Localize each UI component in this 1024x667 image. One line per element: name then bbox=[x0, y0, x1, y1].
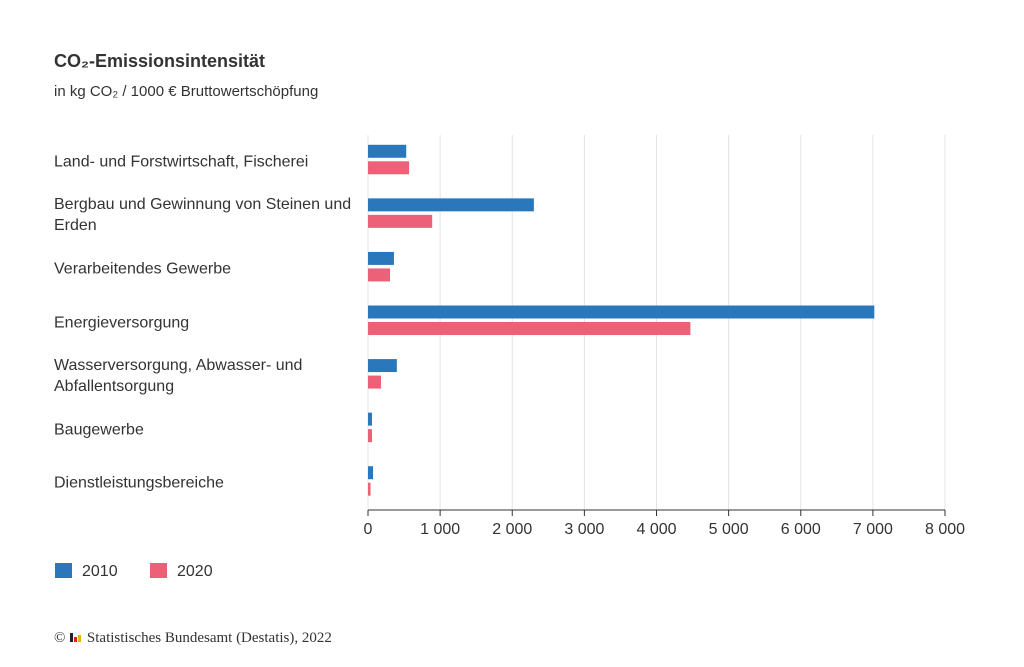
x-tick-label: 0 bbox=[364, 521, 373, 538]
chart-title: CO₂-Emissionsintensität bbox=[54, 51, 266, 71]
bar bbox=[368, 251, 394, 265]
category-label: Bergbau und Gewinnung von Steinen und Er… bbox=[54, 196, 352, 235]
bar bbox=[368, 466, 374, 480]
footer: © Statistisches Bundesamt (Destatis), 20… bbox=[54, 630, 332, 647]
logo-icon bbox=[70, 633, 82, 642]
chart-subtitle: in kg CO₂ / 1000 € Bruttowertschöpfung bbox=[54, 83, 319, 100]
bar bbox=[368, 429, 372, 443]
x-tick-label: 3 000 bbox=[564, 521, 604, 538]
x-tick-label: 5 000 bbox=[709, 521, 749, 538]
category-label: Baugewerbe bbox=[54, 421, 144, 439]
bar bbox=[368, 268, 390, 282]
x-tick-label: 4 000 bbox=[636, 521, 676, 538]
category-label: Energieversorgung bbox=[54, 314, 190, 331]
legend-label: 2020 bbox=[177, 563, 213, 580]
bar bbox=[368, 359, 397, 373]
source: Statistisches Bundesamt (Destatis), 2022 bbox=[86, 630, 332, 646]
x-tick-label: 2 000 bbox=[492, 521, 532, 538]
category-label: Land- und Forstwirtschaft, Fischerei bbox=[54, 153, 309, 171]
category-label: Verarbeitendes Gewerbe bbox=[54, 260, 231, 278]
x-tick-label: 7 000 bbox=[853, 521, 893, 538]
bar bbox=[368, 144, 407, 158]
x-tick-label: 6 000 bbox=[781, 521, 821, 538]
legend-swatch bbox=[55, 563, 72, 578]
bar bbox=[368, 482, 371, 496]
bar bbox=[368, 161, 410, 175]
bar bbox=[368, 412, 372, 426]
bar bbox=[368, 198, 534, 212]
bar bbox=[368, 214, 433, 228]
legend-swatch bbox=[150, 563, 167, 578]
copyright: © bbox=[54, 630, 66, 646]
bar bbox=[368, 322, 691, 335]
x-tick-label: 1 000 bbox=[420, 521, 460, 538]
bar bbox=[368, 305, 875, 319]
legend-label: 2010 bbox=[82, 563, 118, 580]
x-tick-label: 8 000 bbox=[925, 521, 965, 538]
bar bbox=[368, 375, 381, 389]
category-label: Wasserversorgung, Abwasser- und Abfallen… bbox=[54, 357, 303, 396]
category-label: Dienstleistungsbereiche bbox=[54, 474, 224, 492]
